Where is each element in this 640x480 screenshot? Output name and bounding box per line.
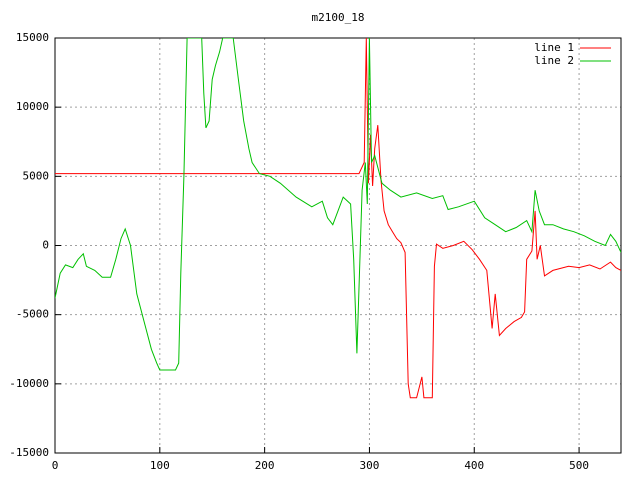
x-tick-label: 200 xyxy=(255,459,275,472)
plot-frame xyxy=(54,37,622,454)
y-tick-label: 15000 xyxy=(16,31,49,44)
x-tick-label: 500 xyxy=(569,459,589,472)
legend-label: line 2 xyxy=(534,54,574,67)
x-tick-label: 400 xyxy=(464,459,484,472)
y-tick-label: -10000 xyxy=(9,377,49,390)
data-line xyxy=(55,38,621,399)
y-tick-label: 10000 xyxy=(16,100,49,113)
y-tick-label: -5000 xyxy=(16,308,49,321)
y-tick-label: -15000 xyxy=(9,446,49,459)
y-tick-label: 0 xyxy=(42,239,49,252)
legend-label: line 1 xyxy=(534,41,574,54)
y-tick-label: 5000 xyxy=(23,169,50,182)
plot-area xyxy=(55,38,621,399)
chart-title: m2100_18 xyxy=(312,11,365,24)
x-tick-label: 300 xyxy=(360,459,380,472)
x-tick-label: 0 xyxy=(52,459,59,472)
x-tick-label: 100 xyxy=(150,459,170,472)
data-line xyxy=(55,38,621,371)
